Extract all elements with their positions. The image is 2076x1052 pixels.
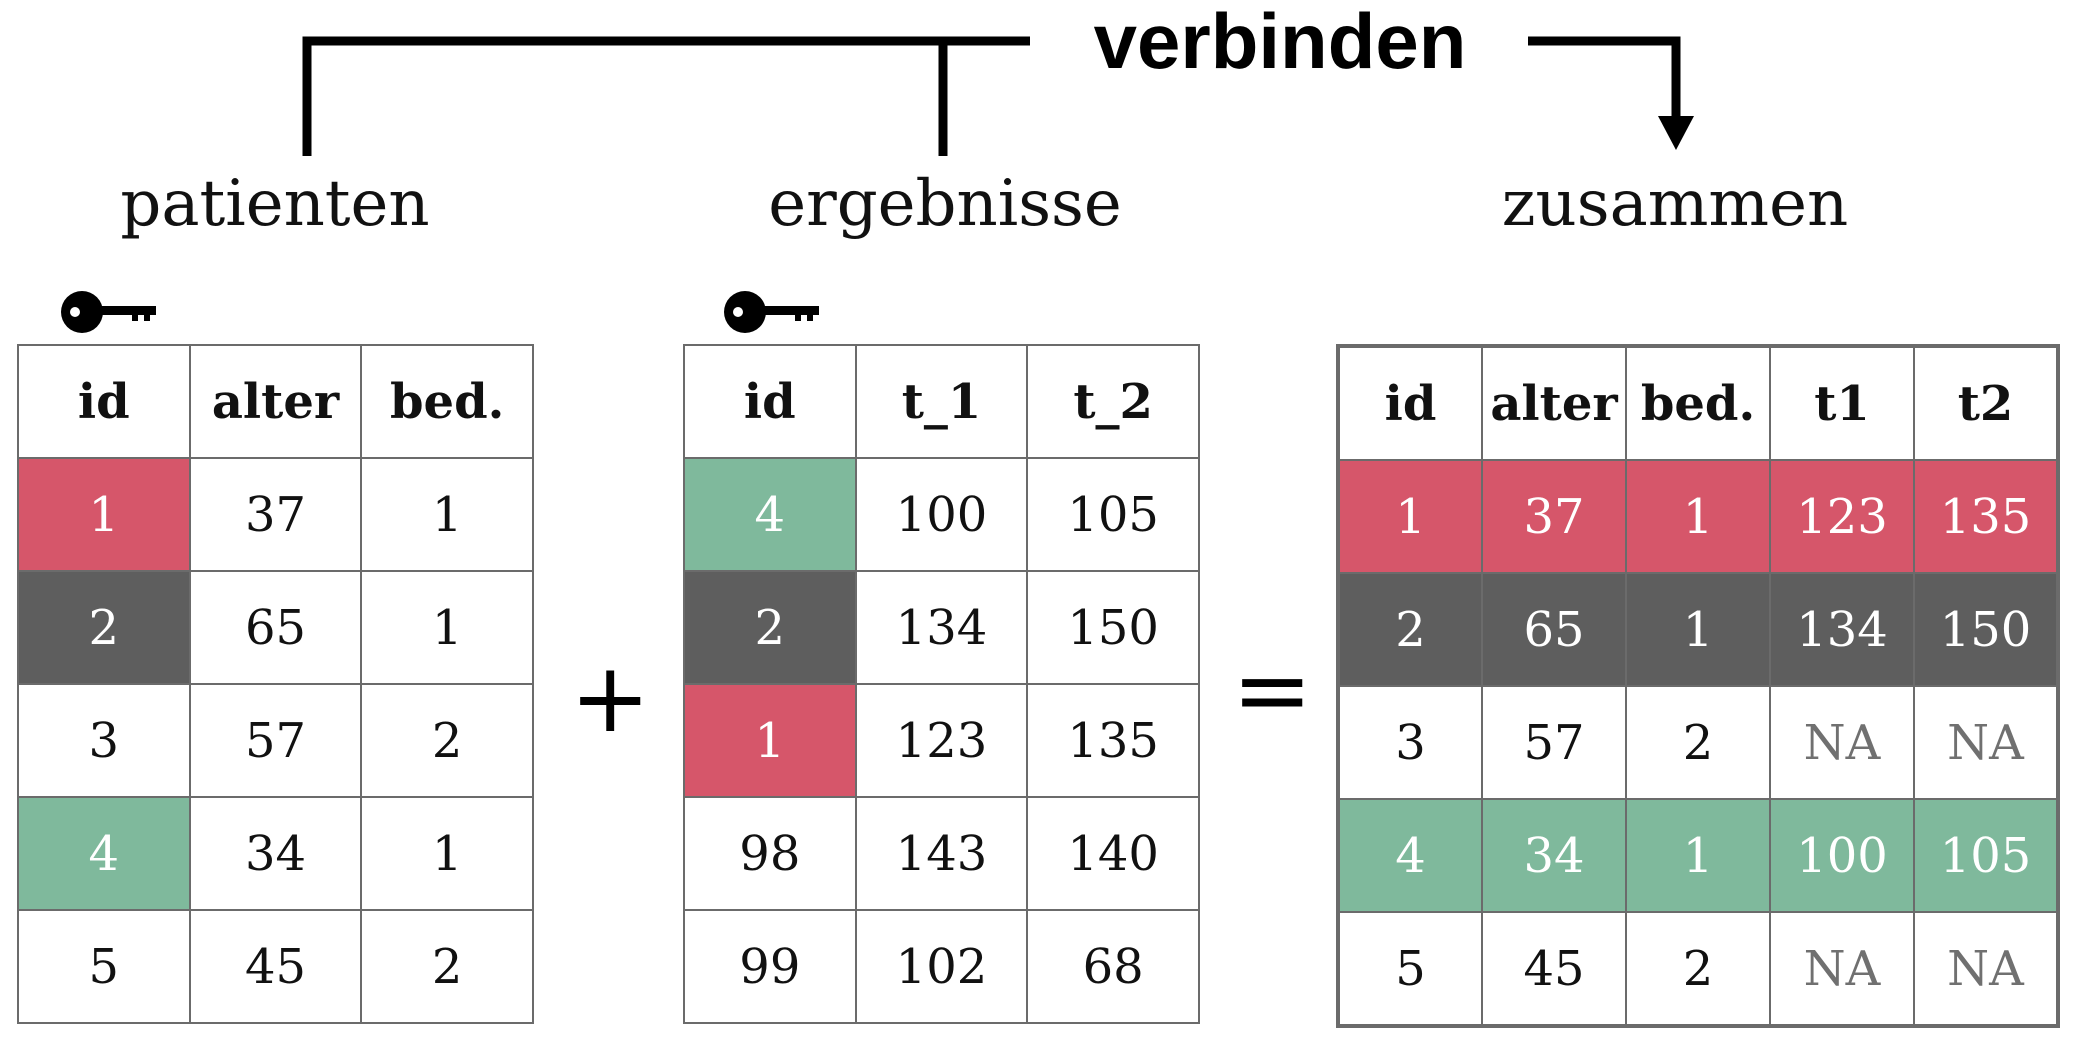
column-header: bed.	[1625, 345, 1771, 461]
table-row: 2 65 1 134 150	[1337, 572, 2059, 687]
table-cell: 99	[683, 909, 857, 1024]
header-row: id t_1 t_2	[683, 344, 1200, 459]
table-cell: 143	[854, 796, 1029, 911]
column-header: bed.	[360, 344, 534, 459]
arrow-head-icon	[1658, 116, 1694, 150]
table-cell: 1	[1625, 798, 1771, 913]
table-title-zusammen: zusammen	[1501, 167, 1849, 241]
key-icon	[724, 291, 819, 333]
connector-arrow-line	[1528, 36, 1681, 118]
equals-operator: =	[1232, 634, 1313, 746]
table-cell: 68	[1026, 909, 1200, 1024]
table-cell: 4	[1337, 798, 1483, 913]
table-row: 4 34 1 100 105	[1337, 798, 2059, 913]
join-connector	[302, 36, 1694, 156]
table-row: 1 123 135	[683, 683, 1200, 798]
table-row: 3 57 2	[17, 683, 534, 798]
table-cell: 57	[1481, 685, 1627, 800]
table-cell: 5	[17, 909, 191, 1024]
table-cell: 150	[1026, 570, 1200, 685]
column-header: t_2	[1026, 344, 1200, 459]
table-cell: 123	[1769, 459, 1915, 574]
table-cell: 3	[17, 683, 191, 798]
table-cell: 2	[1625, 685, 1771, 800]
table-cell: 105	[1026, 457, 1200, 572]
table-cell: 2	[17, 570, 191, 685]
table-cell: 34	[188, 796, 363, 911]
table-cell: 4	[683, 457, 857, 572]
table-cell: 45	[188, 909, 363, 1024]
table-cell: 134	[1769, 572, 1915, 687]
connector-bracket	[302, 36, 1030, 156]
key-icon	[61, 291, 156, 333]
table-row: 2 65 1	[17, 570, 534, 685]
table-row: 2 134 150	[683, 570, 1200, 685]
column-header: alter	[188, 344, 363, 459]
table-row: 3 57 2 NA NA	[1337, 685, 2059, 800]
plus-operator: +	[570, 642, 651, 754]
table-cell: NA	[1913, 911, 2059, 1027]
table-row: 4 100 105	[683, 457, 1200, 572]
table-cell: 65	[188, 570, 363, 685]
table-cell: 2	[360, 683, 534, 798]
table-cell: 2	[1625, 911, 1771, 1027]
table-cell: 2	[1337, 572, 1483, 687]
table-cell: 34	[1481, 798, 1627, 913]
table-cell: 102	[854, 909, 1029, 1024]
table-cell: 37	[188, 457, 363, 572]
table-cell: 1	[360, 457, 534, 572]
table-cell: 1	[1625, 572, 1771, 687]
column-header: t2	[1913, 345, 2059, 461]
zusammen-table: id alter bed. t1 t2 1 37 1 123 135 2 65 1 134 150 3 57 2 N…	[1336, 344, 2060, 1028]
table-row: 5 45 2	[17, 909, 534, 1024]
column-header: id	[1337, 345, 1483, 461]
patienten-table: id alter bed. 1 37 1 2 65 1 3 57 2 4 34 1 5 45 2	[17, 344, 534, 1024]
column-header: id	[683, 344, 857, 459]
ergebnisse-table: id t_1 t_2 4 100 105 2 134 150 1 123 135 98 143 140 99 1…	[683, 344, 1200, 1024]
table-cell: 37	[1481, 459, 1627, 574]
join-label: verbinden	[1093, 0, 1467, 85]
column-header: id	[17, 344, 191, 459]
table-cell: 65	[1481, 572, 1627, 687]
table-row: 99 102 68	[683, 909, 1200, 1024]
table-cell: 98	[683, 796, 857, 911]
table-cell: 1	[1337, 459, 1483, 574]
table-row: 5 45 2 NA NA	[1337, 911, 2059, 1027]
table-cell: 2	[360, 909, 534, 1024]
table-title-ergebnisse: ergebnisse	[768, 167, 1122, 241]
table-cell: 1	[360, 570, 534, 685]
table-row: 1 37 1 123 135	[1337, 459, 2059, 574]
column-header: t1	[1769, 345, 1915, 461]
table-cell: NA	[1913, 685, 2059, 800]
header-row: id alter bed. t1 t2	[1337, 345, 2059, 461]
table-row: 1 37 1	[17, 457, 534, 572]
table-row: 98 143 140	[683, 796, 1200, 911]
table-title-patienten: patienten	[120, 167, 430, 241]
header-row: id alter bed.	[17, 344, 534, 459]
table-cell: 5	[1337, 911, 1483, 1027]
table-cell: 123	[854, 683, 1029, 798]
table-cell: 100	[854, 457, 1029, 572]
table-cell: 2	[683, 570, 857, 685]
column-header: alter	[1481, 345, 1627, 461]
table-row: 4 34 1	[17, 796, 534, 911]
table-cell: 1	[683, 683, 857, 798]
table-cell: 134	[854, 570, 1029, 685]
table-cell: 135	[1026, 683, 1200, 798]
table-cell: 45	[1481, 911, 1627, 1027]
table-cell: 150	[1913, 572, 2059, 687]
table-cell: NA	[1769, 911, 1915, 1027]
table-cell: 1	[1625, 459, 1771, 574]
table-cell: 4	[17, 796, 191, 911]
table-cell: 105	[1913, 798, 2059, 913]
table-cell: 1	[360, 796, 534, 911]
table-cell: 1	[17, 457, 191, 572]
table-cell: NA	[1769, 685, 1915, 800]
table-cell: 57	[188, 683, 363, 798]
column-header: t_1	[854, 344, 1029, 459]
table-cell: 100	[1769, 798, 1915, 913]
table-cell: 3	[1337, 685, 1483, 800]
table-cell: 135	[1913, 459, 2059, 574]
table-cell: 140	[1026, 796, 1200, 911]
